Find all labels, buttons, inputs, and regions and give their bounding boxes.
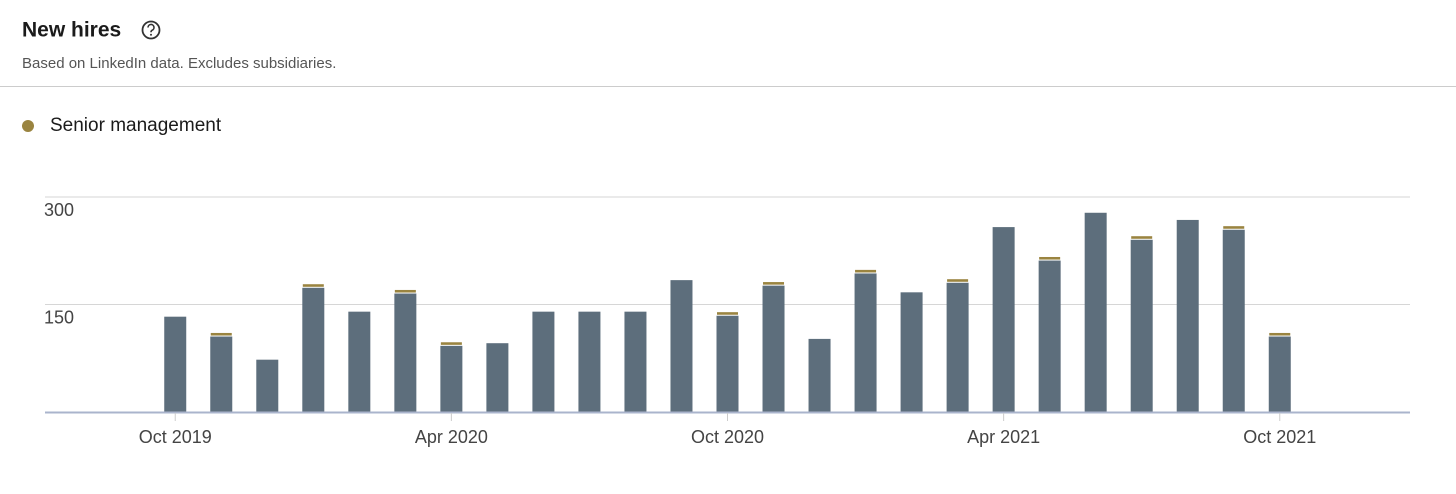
- bar-segment: [209, 331, 233, 337]
- legend: Senior management: [22, 115, 222, 136]
- bar: [210, 336, 233, 412]
- bar-segment: [716, 311, 739, 316]
- chart-subtitle: Based on LinkedIn data. Excludes subsidi…: [22, 55, 336, 72]
- bar: [164, 316, 187, 412]
- bar: [624, 311, 647, 412]
- x-tick-label: Apr 2020: [415, 427, 488, 447]
- bar: [1130, 239, 1153, 412]
- bar-segment: [301, 283, 325, 288]
- bar-segment: [393, 288, 417, 294]
- bar-segment: [762, 281, 786, 286]
- bar-segment: [946, 278, 970, 283]
- help-icon[interactable]: [141, 20, 161, 40]
- bar: [256, 359, 279, 412]
- bar: [394, 293, 417, 412]
- chart-title: New hires: [22, 19, 121, 42]
- bar: [946, 282, 969, 412]
- bar: [486, 343, 509, 412]
- bar-segment: [854, 268, 878, 274]
- bar: [1222, 229, 1245, 412]
- bar: [348, 311, 371, 412]
- bar: [578, 311, 601, 412]
- bar: [532, 311, 555, 412]
- x-tick-label: Oct 2019: [139, 427, 212, 447]
- bar: [992, 227, 1015, 412]
- x-tick-label: Apr 2021: [967, 427, 1040, 447]
- bar-segment: [1222, 225, 1246, 230]
- bar-segment: [439, 341, 463, 346]
- bar-segment: [1038, 255, 1062, 261]
- bar: [302, 287, 325, 412]
- y-tick-label: 150: [44, 307, 74, 327]
- bar-segment: [1130, 235, 1154, 240]
- legend-swatch: [22, 120, 34, 132]
- bar: [670, 280, 693, 412]
- bar: [1176, 219, 1199, 412]
- bar: [900, 292, 923, 412]
- x-tick-label: Oct 2020: [691, 427, 764, 447]
- bar: [1268, 336, 1291, 412]
- bar: [854, 272, 877, 412]
- bar: [808, 338, 831, 412]
- bar: [1038, 260, 1061, 412]
- bar: [716, 315, 739, 412]
- x-tick-label: Oct 2021: [1243, 427, 1316, 447]
- bar-segment: [1268, 331, 1292, 337]
- bar: [762, 285, 785, 412]
- legend-label: Senior management: [50, 115, 222, 136]
- bar: [1084, 212, 1107, 412]
- y-tick-label: 300: [44, 200, 74, 220]
- bar: [440, 345, 463, 412]
